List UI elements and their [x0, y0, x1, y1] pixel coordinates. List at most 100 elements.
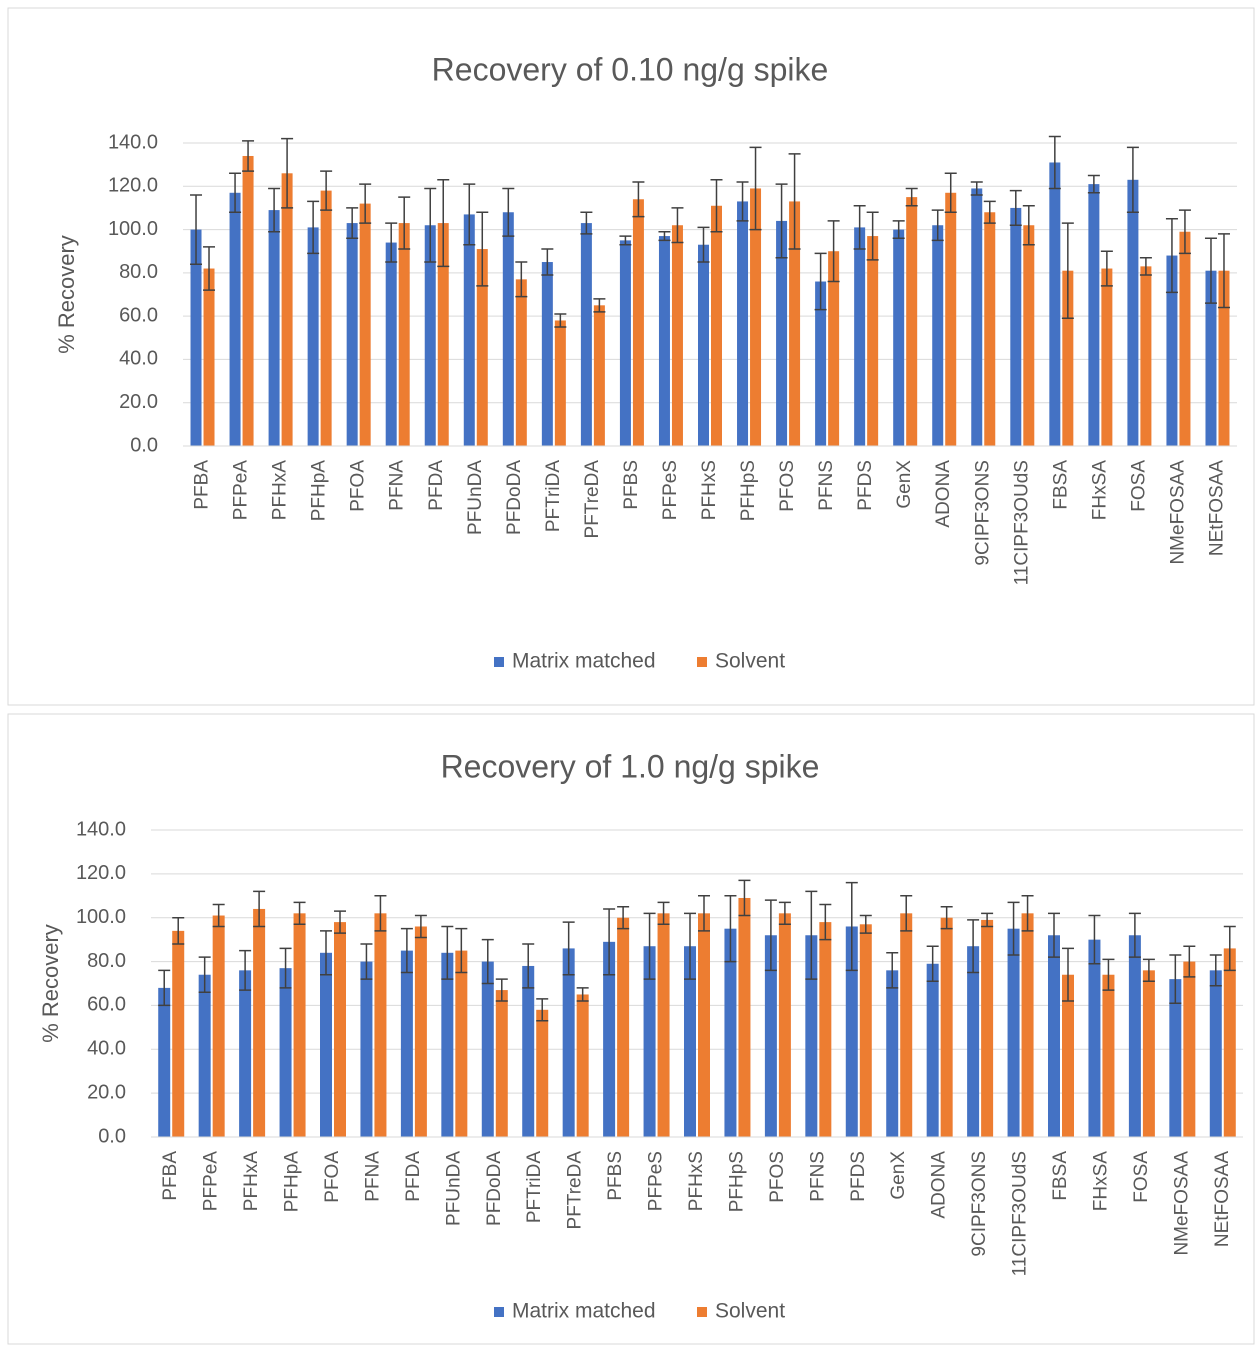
error-bar [481, 938, 494, 985]
x-tick-label: PFDS [848, 1151, 869, 1202]
bar [632, 199, 644, 446]
y-tick-label: 140.0 [76, 818, 126, 840]
error-bar [619, 235, 632, 246]
error-bar [1087, 174, 1100, 194]
bar [1010, 207, 1022, 446]
bar [424, 225, 436, 446]
x-tick-label: PFDA [403, 1151, 424, 1202]
y-tick-label: 100.0 [108, 218, 158, 240]
error-bar [866, 211, 879, 261]
error-bar [1062, 947, 1074, 1002]
bar [859, 924, 872, 1137]
bar [1142, 970, 1155, 1137]
x-tick-label: PFTreDA [582, 460, 603, 539]
error-bar [1100, 250, 1113, 287]
bar [940, 917, 953, 1137]
error-bar [724, 895, 737, 963]
bar [374, 913, 387, 1137]
error-bar [437, 179, 450, 268]
x-tick-label: PFHxA [270, 460, 291, 521]
chart-frame [7, 7, 1255, 706]
error-bar [414, 914, 427, 939]
error-bar [940, 906, 953, 930]
x-tick-label: NEtFOSAA [1206, 460, 1227, 556]
error-bar [827, 220, 840, 283]
bar [776, 220, 788, 446]
bar [684, 946, 696, 1137]
bar [414, 926, 427, 1137]
x-tick-label: 9CIPF3ONS [969, 1151, 990, 1257]
bar [981, 919, 994, 1137]
error-bar [1102, 958, 1115, 991]
legend-swatch [494, 657, 504, 667]
bar [711, 205, 722, 446]
bar [657, 913, 670, 1137]
y-tick-label: 0.0 [130, 434, 158, 456]
bar [854, 227, 866, 446]
bar [945, 192, 957, 446]
bar [617, 917, 630, 1137]
x-tick-label: PFBA [160, 1151, 181, 1201]
legend-label: Matrix matched [512, 1300, 656, 1323]
error-bar [603, 908, 616, 976]
bar [603, 941, 616, 1137]
error-bar [268, 187, 281, 233]
bar [1088, 184, 1100, 446]
y-tick-label: 0.0 [98, 1125, 126, 1147]
error-bar [900, 895, 913, 932]
error-bar [212, 903, 225, 928]
error-bar [819, 903, 832, 941]
bar [1021, 913, 1034, 1137]
x-tick-label: PFDA [426, 460, 447, 511]
error-bar [400, 927, 413, 974]
bar [307, 227, 319, 446]
error-bar [658, 230, 671, 242]
error-bar [1209, 954, 1222, 987]
error-bar [307, 200, 320, 255]
bar [1088, 939, 1101, 1137]
bar [1007, 928, 1020, 1137]
bar [926, 963, 939, 1137]
x-tick-label: GenX [894, 460, 915, 509]
error-bar [926, 945, 939, 983]
x-tick-label: 11CIPF3OUdS [1010, 1151, 1031, 1276]
error-bar [931, 209, 944, 242]
chart-title: Recovery of 0.10 ng/g spike [432, 51, 829, 87]
x-tick-label: NMeFOSAA [1167, 460, 1188, 565]
bar [455, 950, 468, 1137]
x-tick-label: PFNS [807, 1151, 828, 1202]
error-bar [1204, 237, 1217, 304]
error-bar [158, 969, 171, 1007]
y-tick-label: 80.0 [87, 950, 126, 972]
error-bar [239, 949, 252, 991]
error-bar [360, 943, 373, 980]
bar [1179, 231, 1191, 446]
error-bar [1217, 233, 1230, 309]
error-bar [1007, 901, 1020, 956]
y-tick-label: 20.0 [87, 1081, 126, 1103]
bar [971, 188, 983, 446]
y-tick-label: 60.0 [87, 994, 126, 1016]
error-bar [617, 906, 630, 930]
error-bar [495, 978, 508, 1002]
error-bar [1021, 895, 1034, 932]
x-tick-label: PFHxS [699, 460, 720, 520]
bar [515, 279, 527, 446]
error-bar [892, 220, 905, 239]
error-bar [424, 187, 437, 263]
error-bar [441, 925, 454, 980]
bar [805, 935, 818, 1137]
y-tick-label: 20.0 [119, 391, 158, 413]
legend-label: Matrix matched [512, 650, 656, 673]
x-tick-label: PFHpS [726, 1151, 747, 1212]
error-bar [398, 196, 411, 250]
legend-label: Solvent [715, 650, 785, 673]
bar [1205, 270, 1217, 446]
bar [360, 961, 373, 1137]
y-tick-label: 40.0 [87, 1038, 126, 1060]
bar [476, 249, 488, 446]
bar [536, 1009, 549, 1137]
x-tick-label: PFDoDA [504, 460, 525, 535]
y-tick-label: 40.0 [119, 348, 158, 370]
error-bar [463, 183, 476, 246]
